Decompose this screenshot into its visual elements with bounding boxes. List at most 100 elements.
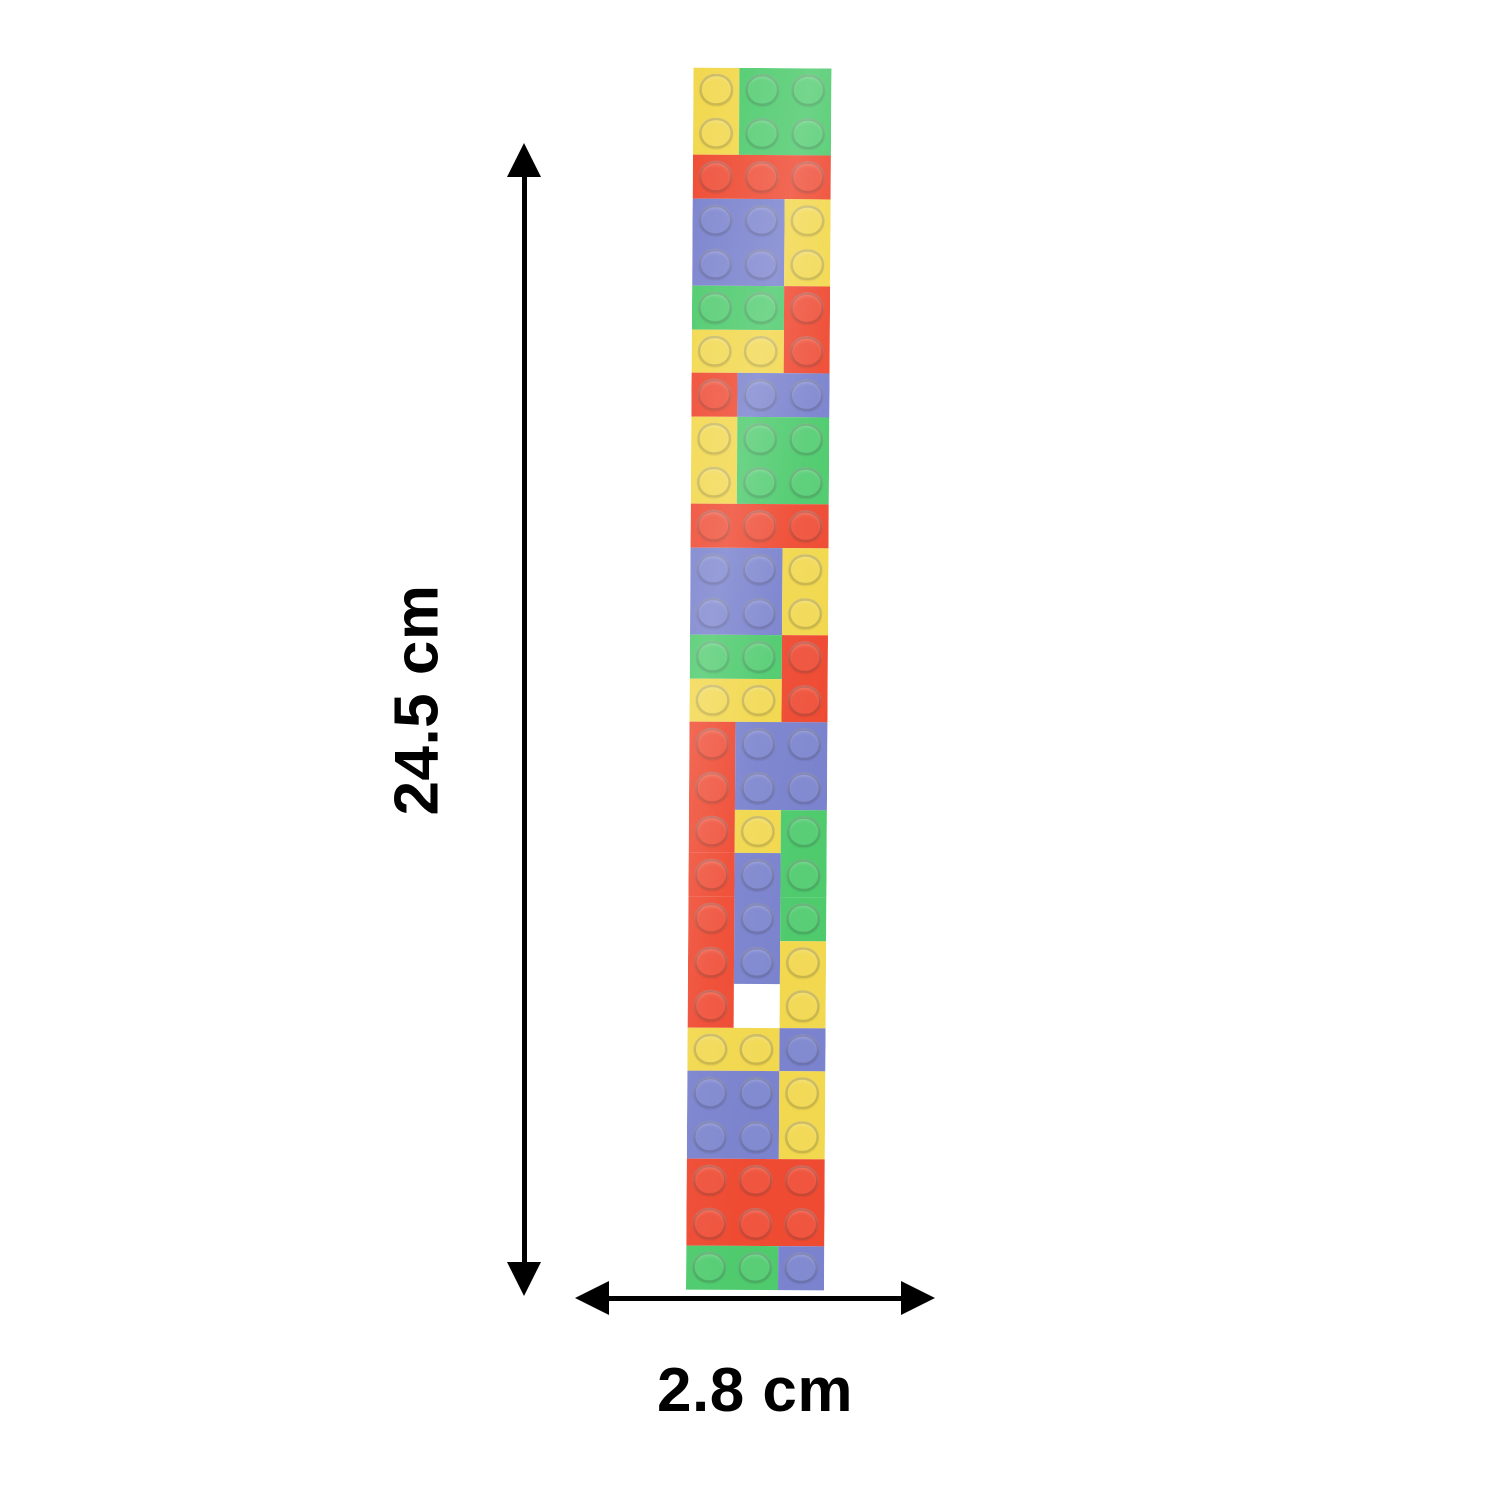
brick-stud	[785, 68, 831, 112]
brick-blue	[692, 198, 785, 287]
brick-stud	[732, 1202, 778, 1246]
brick-stud	[780, 853, 826, 897]
brick-stud	[736, 548, 782, 592]
brick-stud	[784, 330, 830, 374]
brick-stud	[733, 1158, 779, 1202]
brick-stud	[780, 984, 826, 1028]
brick-stud	[693, 111, 739, 155]
brick-stud	[739, 68, 785, 112]
brick-red	[688, 721, 736, 854]
brick-stud	[782, 592, 828, 636]
brick-stud	[690, 635, 736, 679]
brick-stud	[693, 155, 739, 199]
brick-stud	[783, 461, 829, 505]
brick-stud	[778, 1246, 824, 1290]
brick-stud	[785, 112, 831, 156]
brick-stud	[739, 155, 785, 199]
brick-stud	[779, 1072, 825, 1116]
product-image-block-strip	[686, 67, 832, 1291]
brick-red	[688, 852, 735, 897]
brick-stud	[688, 984, 734, 1028]
brick-stud	[688, 853, 734, 897]
brick-yellow	[778, 1071, 826, 1160]
brick-stud	[735, 809, 781, 853]
brick-stud	[692, 329, 738, 373]
brick-stud	[783, 374, 829, 418]
brick-stud	[688, 896, 734, 940]
brick-stud	[735, 722, 781, 766]
brick-stud	[735, 766, 781, 810]
brick-stud	[732, 1246, 778, 1290]
brick-stud	[778, 1290, 824, 1291]
brick-stud	[784, 286, 830, 330]
brick-stud	[690, 591, 736, 635]
height-arrow-bottom-icon	[507, 1262, 541, 1296]
width-dimension-line	[604, 1295, 906, 1301]
brick-stud	[687, 1027, 733, 1071]
brick-stud	[781, 723, 827, 767]
brick-stud	[779, 1115, 825, 1159]
brick-yellow	[687, 1027, 780, 1072]
brick-stud	[692, 198, 738, 242]
brick-stud	[784, 243, 830, 287]
brick-green	[736, 416, 830, 505]
brick-stud	[691, 417, 737, 461]
brick-red	[691, 372, 738, 417]
brick-blue	[733, 853, 781, 985]
brick-red	[690, 503, 829, 549]
brick-stud	[784, 199, 830, 243]
brick-stud	[732, 1289, 778, 1290]
brick-blue	[737, 373, 830, 418]
brick-green	[780, 897, 827, 941]
width-arrow-left-icon	[575, 1281, 609, 1315]
brick-red	[783, 286, 831, 374]
brick-stud	[737, 504, 783, 548]
brick-stud	[691, 373, 737, 417]
brick-blue	[779, 1027, 826, 1072]
brick-stud	[734, 940, 780, 984]
brick-stud	[688, 940, 734, 984]
brick-stud	[779, 1159, 825, 1203]
brick-stud	[734, 897, 780, 941]
height-dimension-label: 24.5 cm	[382, 584, 452, 816]
brick-yellow	[692, 67, 740, 156]
brick-stud	[733, 1071, 779, 1115]
width-arrow-right-icon	[901, 1281, 935, 1315]
brick-stud	[783, 504, 829, 548]
brick-stud	[733, 1028, 779, 1072]
brick-stud	[687, 1158, 733, 1202]
brick-yellow	[779, 940, 827, 1029]
brick-stud	[686, 1289, 732, 1290]
brick-green	[691, 285, 785, 330]
brick-green	[689, 634, 782, 679]
brick-stud	[737, 373, 783, 417]
brick-stud	[736, 591, 782, 635]
brick-blue	[686, 1070, 780, 1159]
brick-stud	[779, 1028, 825, 1072]
brick-stud	[733, 1115, 779, 1159]
brick-yellow	[691, 329, 784, 374]
brick-stud	[737, 460, 783, 504]
brick-stud	[785, 155, 831, 199]
brick-yellow	[784, 199, 831, 287]
brick-red	[781, 635, 828, 723]
brick-stud	[781, 810, 827, 854]
brick-red	[686, 1158, 825, 1247]
brick-stud	[686, 1245, 732, 1289]
brick-stud	[736, 635, 782, 679]
brick-blue	[777, 1246, 825, 1291]
brick-green	[686, 1245, 779, 1291]
brick-yellow	[690, 416, 738, 505]
brick-stud	[692, 286, 738, 330]
brick-yellow	[689, 678, 782, 723]
brick-stud	[780, 897, 826, 941]
width-dimension-label: 2.8 cm	[656, 1356, 854, 1425]
brick-red	[692, 154, 831, 200]
brick-stud	[781, 679, 827, 723]
brick-stud	[783, 417, 829, 461]
brick-stud	[738, 242, 784, 286]
brick-stud	[738, 199, 784, 243]
brick-stud	[689, 678, 735, 722]
brick-green	[780, 809, 827, 898]
brick-stud	[737, 417, 783, 461]
